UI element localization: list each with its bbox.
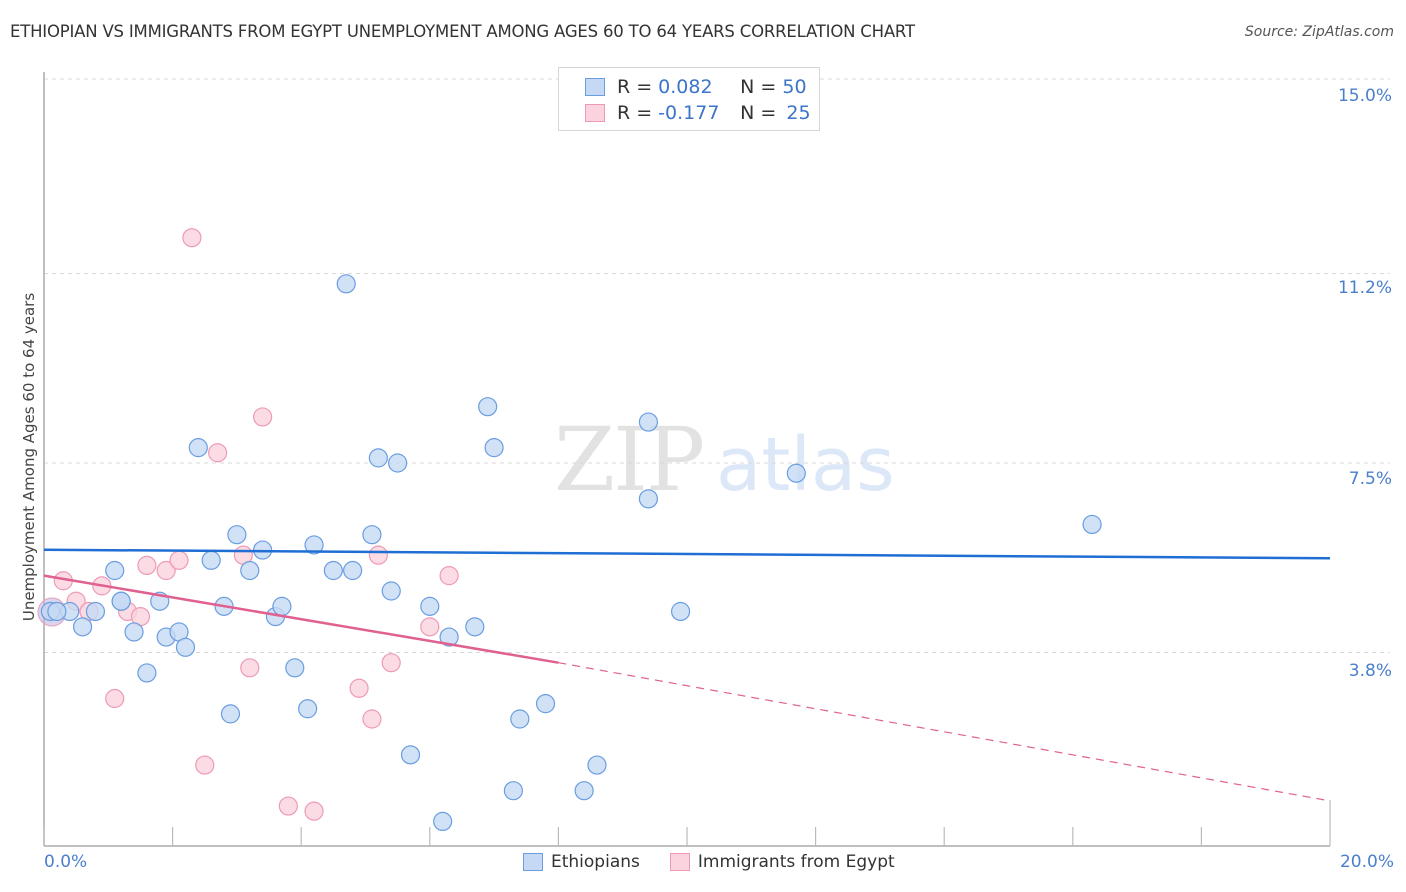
series-immigrants-from-egypt — [37, 228, 459, 821]
r-label: R = — [617, 76, 653, 98]
legend-row-egypt: R = -0.177 N = 25 — [585, 101, 811, 125]
legend-label-ethiopians: Ethiopians — [551, 852, 640, 872]
r-value: -0.177 — [658, 102, 720, 124]
n-label: N = — [740, 76, 777, 98]
x-tick-min: 0.0% — [44, 852, 88, 872]
y-tick-15: 15.0% — [1337, 86, 1392, 106]
series-ethiopians — [40, 274, 1102, 832]
r-label: R = — [617, 102, 653, 124]
y-tick-11-2: 11.2% — [1337, 278, 1392, 298]
watermark-zip: ZIP — [554, 408, 705, 511]
watermark-atlas: atlas — [716, 422, 895, 508]
source-label: Source: ZipAtlas.com — [1244, 24, 1394, 40]
legend-label-egypt: Immigrants from Egypt — [697, 852, 895, 872]
trend-lines — [43, 548, 1331, 802]
correlation-legend: R = 0.082 N = 50 R = -0.177 N = 25 — [558, 67, 820, 131]
pink-swatch-icon — [585, 104, 605, 122]
n-value: 25 — [786, 102, 811, 124]
blue-swatch-icon — [585, 78, 605, 96]
chart-title: ETHIOPIAN VS IMMIGRANTS FROM EGYPT UNEMP… — [10, 22, 915, 41]
n-label: N = — [740, 102, 777, 124]
r-value: 0.082 — [658, 76, 713, 98]
y-tick-7-5: 7.5% — [1348, 469, 1392, 489]
series-legend: Ethiopians Immigrants from Egypt — [523, 852, 895, 872]
axes — [43, 72, 1331, 847]
ethiopians-swatch-icon — [523, 853, 543, 871]
y-tick-3-8: 3.8% — [1348, 661, 1392, 681]
y-axis-label: Unemployment Among Ages 60 to 64 years — [20, 292, 38, 622]
egypt-swatch-icon — [669, 853, 690, 871]
x-tick-max: 20.0% — [1339, 852, 1394, 872]
n-value: 50 — [782, 76, 807, 98]
legend-row-ethiopians: R = 0.082 N = 50 — [585, 75, 807, 99]
